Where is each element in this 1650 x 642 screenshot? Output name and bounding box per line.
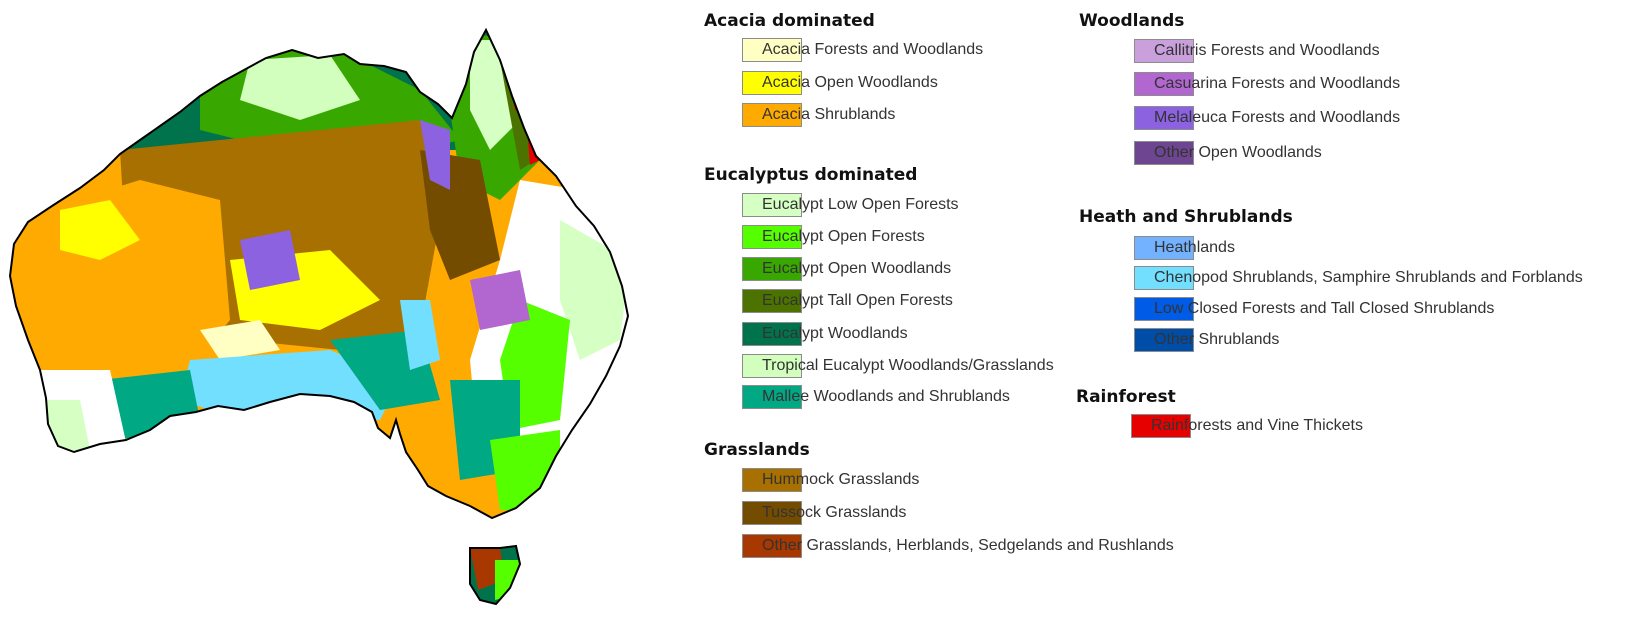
- legend-label: Eucalypt Low Open Forests: [762, 196, 959, 213]
- legend-swatch: [1134, 106, 1194, 130]
- legend-group-title: Woodlands: [1079, 11, 1185, 31]
- legend-swatch: [742, 501, 802, 525]
- legend-group-title: Grasslands: [704, 440, 810, 460]
- legend-group-title: Rainforest: [1076, 387, 1176, 407]
- legend-swatch: [742, 225, 802, 249]
- legend-swatch: [742, 289, 802, 313]
- legend-label: Eucalypt Tall Open Forests: [762, 292, 953, 309]
- legend-swatch: [1134, 328, 1194, 352]
- legend-label: Eucalypt Woodlands: [762, 325, 908, 342]
- legend-group-title: Acacia dominated: [704, 11, 875, 31]
- legend-label: Rainforests and Vine Thickets: [1151, 417, 1363, 434]
- legend-label: Other Grasslands, Herblands, Sedgelands …: [762, 537, 1174, 554]
- legend-label: Acacia Forests and Woodlands: [762, 41, 984, 58]
- legend-swatch: [742, 103, 802, 127]
- legend-group-title: Eucalyptus dominated: [704, 165, 918, 185]
- legend-swatch: [742, 38, 802, 62]
- legend-swatch: [742, 385, 802, 409]
- legend-label: Melaleuca Forests and Woodlands: [1154, 109, 1401, 126]
- legend-label: Chenopod Shrublands, Samphire Shrublands…: [1154, 269, 1583, 286]
- legend-label: Eucalypt Open Woodlands: [762, 260, 952, 277]
- legend-swatch: [742, 354, 802, 378]
- legend-label: Heathlands: [1154, 239, 1235, 256]
- legend-swatch: [1134, 297, 1194, 321]
- legend-swatch: [742, 322, 802, 346]
- legend-label: Hummock Grasslands: [762, 471, 920, 488]
- legend-label: Other Shrublands: [1154, 331, 1280, 348]
- legend-swatch: [742, 468, 802, 492]
- legend-swatch: [742, 71, 802, 95]
- legend-swatch: [1134, 72, 1194, 96]
- legend-label: Casuarina Forests and Woodlands: [1154, 75, 1401, 92]
- legend-swatch: [742, 193, 802, 217]
- legend-label: Mallee Woodlands and Shrublands: [762, 388, 1010, 405]
- legend-label: Tussock Grasslands: [762, 504, 907, 521]
- legend-swatch: [1134, 266, 1194, 290]
- legend-swatch: [1134, 39, 1194, 63]
- legend-label: Low Closed Forests and Tall Closed Shrub…: [1154, 300, 1495, 317]
- legend-swatch: [1134, 141, 1194, 165]
- legend-swatch: [1134, 236, 1194, 260]
- legend-label: Tropical Eucalypt Woodlands/Grasslands: [762, 357, 1054, 374]
- legend-label: Eucalypt Open Forests: [762, 228, 925, 245]
- legend-label: Acacia Open Woodlands: [762, 74, 938, 91]
- legend-swatch: [1131, 414, 1191, 438]
- legend-group-title: Heath and Shrublands: [1079, 207, 1293, 227]
- legend-label: Acacia Shrublands: [762, 106, 896, 123]
- legend-swatch: [742, 257, 802, 281]
- vegetation-map: [8, 27, 630, 606]
- legend-swatch: [742, 534, 802, 558]
- legend-label: Callitris Forests and Woodlands: [1154, 42, 1380, 59]
- legend-label: Other Open Woodlands: [1154, 144, 1322, 161]
